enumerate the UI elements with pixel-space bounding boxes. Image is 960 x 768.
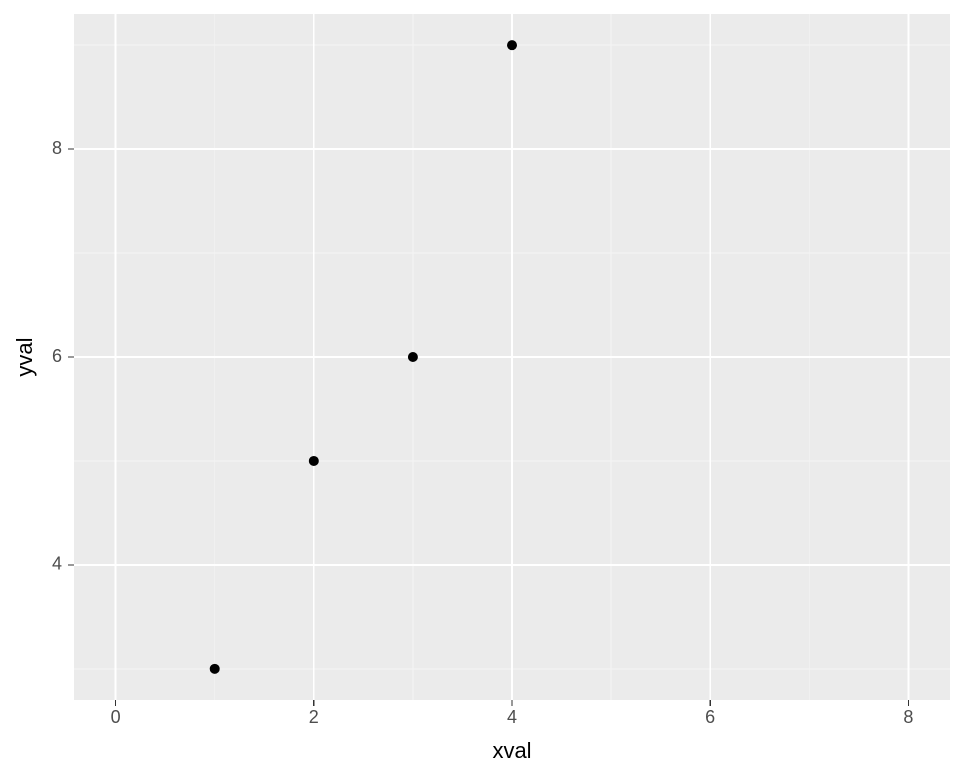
scatter-chart: 0 2 4 6 8 4 6 8 xval yval <box>0 0 960 768</box>
x-tick-label: 4 <box>507 707 517 727</box>
x-tick-label: 2 <box>309 707 319 727</box>
data-point <box>408 352 418 362</box>
y-tick-label: 4 <box>52 554 62 574</box>
x-axis-title: xval <box>492 738 531 763</box>
data-point <box>309 456 319 466</box>
x-tick-label: 8 <box>903 707 913 727</box>
x-tick-label: 6 <box>705 707 715 727</box>
data-point <box>507 40 517 50</box>
y-axis-title: yval <box>12 337 37 376</box>
x-tick-label: 0 <box>111 707 121 727</box>
y-tick-label: 6 <box>52 346 62 366</box>
data-point <box>210 664 220 674</box>
chart-svg: 0 2 4 6 8 4 6 8 xval yval <box>0 0 960 768</box>
y-tick-label: 8 <box>52 138 62 158</box>
